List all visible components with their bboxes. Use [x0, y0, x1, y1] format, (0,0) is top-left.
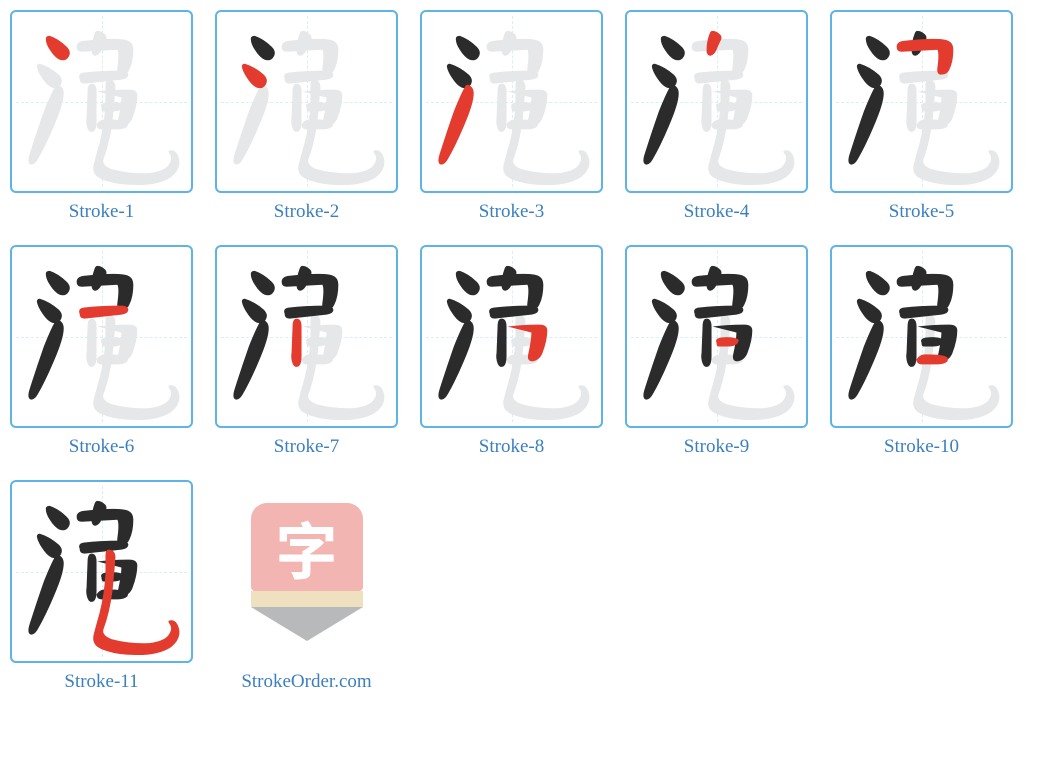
logo-glyph: 字: [275, 502, 337, 592]
character-svg: [832, 12, 1011, 191]
caption: Stroke-9: [684, 436, 749, 458]
stroke-cell-6: Stroke-6: [10, 245, 193, 458]
logo-tip: [251, 607, 363, 641]
logo-band: [251, 591, 363, 607]
stroke-tile: [10, 245, 193, 428]
caption: Stroke-11: [64, 671, 138, 693]
caption: Stroke-1: [69, 201, 134, 223]
caption: Stroke-7: [274, 436, 339, 458]
character-svg: [422, 12, 601, 191]
character-svg: [12, 12, 191, 191]
stroke-grid: Stroke-1 Stroke-2 Stroke-3 Stroke-4 Stroke-5…: [10, 10, 1050, 693]
stroke-tile: [420, 245, 603, 428]
stroke-cell-5: Stroke-5: [830, 10, 1013, 223]
character-svg: [217, 247, 396, 426]
caption: StrokeOrder.com: [241, 671, 371, 693]
stroke-tile: [10, 480, 193, 663]
stroke-tile: [625, 245, 808, 428]
stroke-tile: [215, 10, 398, 193]
stroke-cell-1: Stroke-1: [10, 10, 193, 223]
caption: Stroke-5: [889, 201, 954, 223]
stroke-cell-3: Stroke-3: [420, 10, 603, 223]
caption: Stroke-4: [684, 201, 749, 223]
stroke-tile: [830, 245, 1013, 428]
character-svg: [12, 482, 191, 661]
caption: Stroke-3: [479, 201, 544, 223]
character-svg: [422, 247, 601, 426]
character-svg: [12, 247, 191, 426]
stroke-cell-10: Stroke-10: [830, 245, 1013, 458]
logo-tile: 字: [215, 480, 398, 663]
character-svg: [627, 247, 806, 426]
stroke-cell-11: Stroke-11: [10, 480, 193, 693]
caption: Stroke-10: [884, 436, 959, 458]
caption: Stroke-2: [274, 201, 339, 223]
stroke-cell-4: Stroke-4: [625, 10, 808, 223]
stroke-cell-7: Stroke-7: [215, 245, 398, 458]
logo-cell: 字 StrokeOrder.com: [215, 480, 398, 693]
stroke-tile: [420, 10, 603, 193]
stroke-tile: [10, 10, 193, 193]
stroke-cell-2: Stroke-2: [215, 10, 398, 223]
character-svg: [832, 247, 1011, 426]
stroke-tile: [830, 10, 1013, 193]
stroke-cell-9: Stroke-9: [625, 245, 808, 458]
caption: Stroke-6: [69, 436, 134, 458]
logo-box: 字: [251, 503, 363, 591]
character-svg: [627, 12, 806, 191]
stroke-cell-8: Stroke-8: [420, 245, 603, 458]
character-svg: [217, 12, 396, 191]
stroke-tile: [215, 245, 398, 428]
stroke-tile: [625, 10, 808, 193]
caption: Stroke-8: [479, 436, 544, 458]
